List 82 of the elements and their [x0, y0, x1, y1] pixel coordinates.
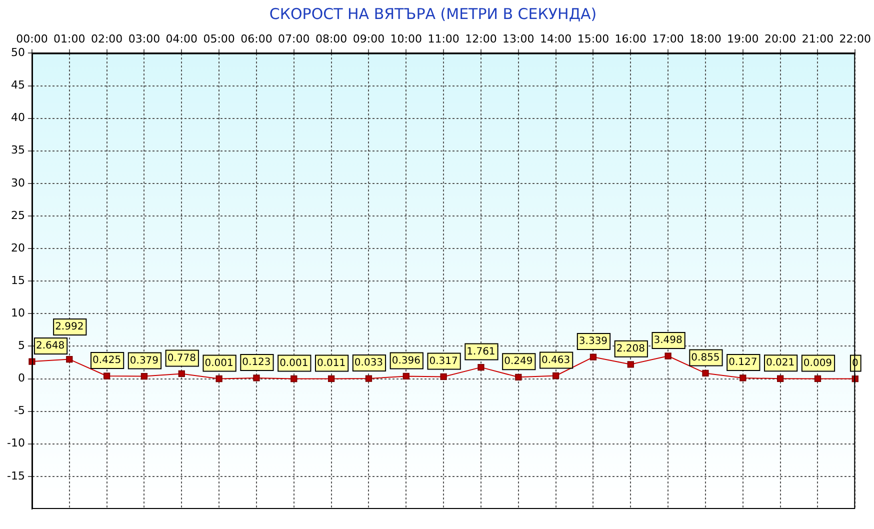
data-label: 0.396 — [392, 355, 420, 366]
point — [253, 374, 260, 382]
point — [814, 375, 822, 382]
point — [178, 370, 185, 378]
y-tick-label: 40 — [10, 111, 25, 124]
data-label: 0.249 — [504, 356, 533, 368]
x-tick-label: 03:00 — [128, 32, 160, 46]
data-label: 3.339 — [578, 336, 608, 348]
x-tick-label: 13:00 — [502, 32, 534, 46]
y-tick-label: -10 — [7, 436, 25, 450]
x-tick-label: 21:00 — [802, 32, 834, 46]
x-tick-label: 20:00 — [764, 32, 796, 46]
point — [140, 372, 148, 380]
point — [702, 370, 709, 377]
point — [365, 375, 372, 382]
x-tick-label: 11:00 — [428, 32, 460, 46]
x-tick-label: 17:00 — [652, 32, 684, 46]
x-tick-label: 07:00 — [278, 32, 310, 46]
data-label: 0.463 — [541, 354, 570, 366]
data-label: 1.761 — [466, 346, 496, 358]
point — [776, 375, 784, 382]
point — [664, 352, 672, 360]
data-label: 0.001 — [280, 358, 308, 369]
data-label: 0.033 — [354, 358, 384, 369]
y-tick-label: 45 — [10, 78, 25, 92]
data-label: 0.009 — [803, 358, 832, 369]
x-tick-label: 16:00 — [614, 32, 646, 46]
data-label: 0.127 — [728, 357, 758, 368]
point — [440, 373, 447, 380]
point — [328, 375, 335, 382]
x-tick-label: 14:00 — [540, 32, 572, 46]
point — [740, 374, 746, 382]
point — [515, 374, 522, 380]
data-label: 2.648 — [36, 340, 65, 352]
x-tick-label: 15:00 — [577, 32, 610, 46]
y-tick-label: 15 — [10, 274, 25, 287]
point — [478, 364, 484, 371]
data-label: 3.498 — [654, 335, 682, 346]
point — [552, 372, 560, 380]
x-tick-label: 08:00 — [315, 32, 348, 46]
x-tick-label: 19:00 — [727, 32, 759, 46]
data-label: 0.425 — [92, 355, 122, 366]
y-tick-label: 25 — [10, 208, 25, 222]
data-label: 0.021 — [766, 358, 795, 369]
point — [103, 372, 110, 380]
y-tick-label: -5 — [14, 404, 25, 418]
x-tick-label: 01:00 — [54, 32, 86, 46]
x-tick-label: 18:00 — [690, 32, 722, 46]
x-tick-label: 22:00 — [839, 32, 871, 46]
data-label: 0.123 — [242, 357, 271, 368]
point — [66, 356, 73, 363]
y-tick-label: -15 — [7, 469, 25, 482]
y-tick-label: 50 — [10, 46, 25, 60]
x-tick-label: 02:00 — [90, 32, 123, 46]
data-label: 2.992 — [55, 322, 84, 333]
data-label: 0.001 — [204, 358, 234, 369]
data-label: 0.317 — [429, 356, 458, 367]
point — [590, 354, 597, 360]
x-tick-label: 10:00 — [390, 32, 422, 46]
y-tick-label: 35 — [10, 144, 25, 157]
data-label: 2.208 — [616, 343, 645, 354]
point — [216, 375, 222, 382]
y-tick-label: 20 — [10, 241, 25, 254]
data-label: 0.855 — [691, 352, 720, 364]
data-label: 0.011 — [316, 358, 346, 369]
data-label: 0.778 — [167, 352, 196, 364]
x-tick-label: 04:00 — [166, 32, 198, 46]
x-tick-label: 12:00 — [465, 32, 497, 46]
x-tick-label: 09:00 — [352, 32, 385, 46]
x-tick-label: 06:00 — [240, 32, 272, 46]
y-tick-label: 30 — [10, 176, 25, 190]
chart-title: СКОРОСТ НА ВЯТЪРА (МЕТРИ В СЕКУНДА) — [269, 4, 597, 23]
y-tick-label: 0 — [18, 372, 25, 385]
y-tick-label: 5 — [18, 339, 25, 352]
point — [28, 358, 36, 365]
point — [402, 372, 410, 380]
point — [627, 361, 634, 368]
point — [290, 375, 298, 382]
x-tick-label: 05:00 — [203, 32, 235, 46]
y-tick-label: 10 — [10, 306, 25, 320]
x-tick-label: 00:00 — [16, 32, 48, 46]
data-label: 0.379 — [130, 355, 159, 366]
